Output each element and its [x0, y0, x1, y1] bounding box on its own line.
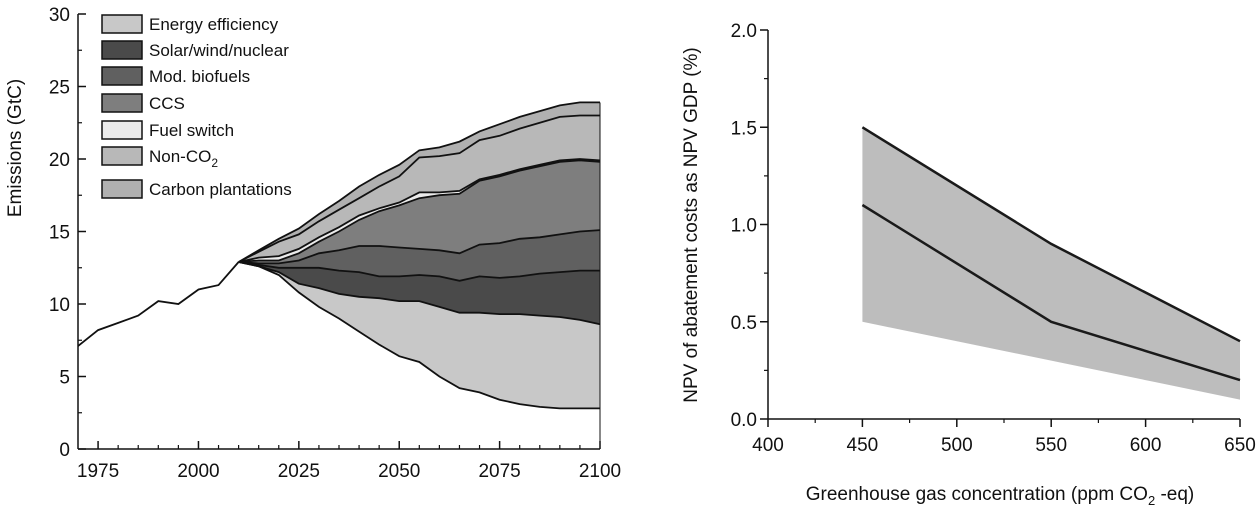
y-axis-title: NPV of abatement costs as NPV GDP (%) — [681, 47, 702, 403]
y-tick-label: 0.0 — [731, 410, 757, 431]
y-tick-label: 2.0 — [731, 21, 757, 42]
legend-label: Fuel switch — [149, 121, 234, 140]
cost-ticks: 0.0 0.5 1.0 1.5 2.0 400 450 500 550 600 650 — [731, 21, 1256, 456]
boundary-line-3 — [238, 229, 601, 265]
upper-line — [861, 126, 1241, 343]
x-tick-label: 2000 — [177, 461, 219, 482]
legend-label: Non-CO2 — [149, 147, 218, 170]
boundary-line-7 — [238, 101, 600, 263]
x-tick-label: 2050 — [378, 461, 420, 482]
boundary-line-1 — [238, 261, 601, 326]
x-tick-label: 2100 — [579, 461, 621, 482]
x-tick-label: 450 — [847, 435, 879, 456]
legend-swatch — [101, 66, 143, 86]
y-tick-label: 0.5 — [731, 313, 757, 334]
boundary-line-4 — [238, 159, 601, 263]
x-axis-title: Greenhouse gas concentration (ppm CO2 -e… — [806, 484, 1195, 508]
legend-label: CCS — [149, 94, 185, 113]
legend-label: Energy efficiency — [149, 15, 279, 34]
y-tick-label: 0 — [59, 440, 70, 461]
boundary-line-6 — [238, 114, 600, 263]
boundary-line-2 — [238, 261, 600, 282]
area-energy-efficiency — [238, 262, 600, 409]
y-tick-label: 1.0 — [731, 216, 757, 237]
y-tick-label: 30 — [49, 5, 70, 26]
y-tick-label: 1.5 — [731, 118, 757, 139]
legend-label: Carbon plantations — [149, 180, 292, 199]
boundary-line-5 — [238, 158, 601, 263]
legend-label: Mod. biofuels — [149, 67, 250, 86]
area-non-co — [238, 115, 600, 262]
historical-line — [77, 261, 240, 347]
legend-swatch — [101, 120, 143, 140]
y-tick-label: 10 — [49, 295, 70, 316]
legend: Energy efficiency Solar/wind/nuclear Mod. … — [101, 14, 292, 199]
x-tick-label: 550 — [1035, 435, 1067, 456]
y-tick-label: 20 — [49, 150, 70, 171]
boundary-lines — [77, 101, 601, 410]
x-tick-label: 600 — [1130, 435, 1162, 456]
boundary-line-0 — [238, 261, 600, 410]
area-mod-biofuels — [238, 230, 600, 281]
legend-swatch — [101, 93, 143, 113]
x-tick-label: 400 — [752, 435, 784, 456]
x-tick-label: 2075 — [478, 461, 520, 482]
y-tick-label: 25 — [49, 78, 70, 99]
legend-swatch — [101, 14, 143, 34]
cost-chart: 0.0 0.5 1.0 1.5 2.0 400 450 500 550 600 650 NPV of… — [681, 21, 1256, 508]
cost-marks — [861, 126, 1241, 400]
legend-label: Solar/wind/nuclear — [149, 41, 289, 60]
uncertainty-band — [862, 127, 1240, 400]
x-tick-label: 2025 — [278, 461, 320, 482]
legend-swatch — [101, 179, 143, 199]
legend-label-subscript: 2 — [211, 156, 218, 170]
central-line — [861, 203, 1241, 382]
y-axis-title: Emissions (GtC) — [5, 79, 26, 217]
area-ccs — [238, 160, 600, 264]
x-axis-title-subscript: 2 — [1148, 493, 1155, 508]
x-tick-label: 650 — [1224, 435, 1256, 456]
x-tick-label: 500 — [941, 435, 973, 456]
legend-swatch — [101, 40, 143, 60]
y-tick-label: 15 — [49, 223, 70, 244]
y-tick-label: 5 — [59, 368, 70, 389]
x-tick-label: 1975 — [77, 461, 119, 482]
x-axis-title-suffix: -eq) — [1155, 484, 1194, 505]
legend-swatch — [101, 146, 143, 166]
x-axis-title-main: Greenhouse gas concentration (ppm CO — [806, 484, 1148, 505]
